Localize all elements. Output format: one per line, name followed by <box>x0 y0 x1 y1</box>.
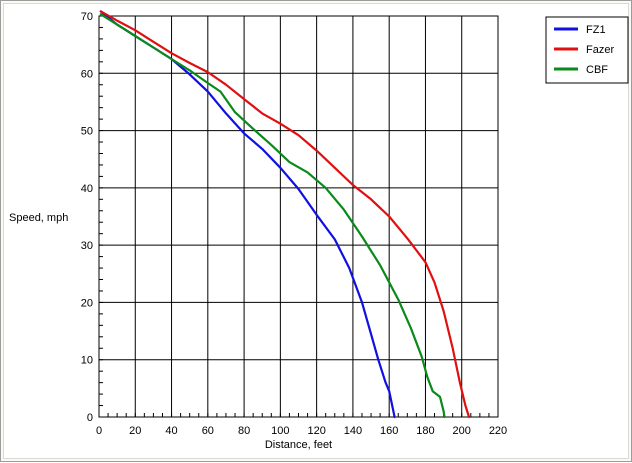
x-tick-label: 0 <box>96 425 102 437</box>
series-lines <box>99 10 471 419</box>
grid-lines <box>99 16 498 417</box>
legend-label-fz1: FZ1 <box>586 24 606 36</box>
plot-area <box>99 16 498 417</box>
y-tick-label: 20 <box>81 297 93 309</box>
x-axis-title: Distance, feet <box>265 439 332 451</box>
x-tick-label: 200 <box>453 425 471 437</box>
x-tick-label: 100 <box>271 425 289 437</box>
x-minor-ticks <box>98 15 499 418</box>
x-tick-label: 40 <box>165 425 177 437</box>
legend: FZ1 Fazer CBF <box>545 16 629 84</box>
x-tick-label: 140 <box>344 425 362 437</box>
plot-border <box>98 15 499 418</box>
legend-label-cbf: CBF <box>586 64 608 76</box>
x-tick-label: 60 <box>202 425 214 437</box>
x-tick-label: 120 <box>307 425 325 437</box>
series-line-fazer <box>99 10 471 419</box>
legend-label-fazer: Fazer <box>586 44 614 56</box>
x-tick-label: 20 <box>129 425 141 437</box>
y-axis-title: Speed, mph <box>9 212 68 224</box>
y-tick-label: 10 <box>81 355 93 367</box>
y-tick-label: 30 <box>81 240 93 252</box>
y-tick-label: 60 <box>81 68 93 80</box>
x-tick-label: 220 <box>489 425 507 437</box>
x-tick-label: 160 <box>380 425 398 437</box>
y-tick-label: 0 <box>87 412 93 424</box>
y-tick-label: 40 <box>81 183 93 195</box>
x-tick-label: 180 <box>416 425 434 437</box>
y-tick-label: 70 <box>81 11 93 23</box>
y-tick-label: 50 <box>81 126 93 138</box>
x-tick-label: 80 <box>238 425 250 437</box>
series-line-cbf <box>99 13 446 419</box>
